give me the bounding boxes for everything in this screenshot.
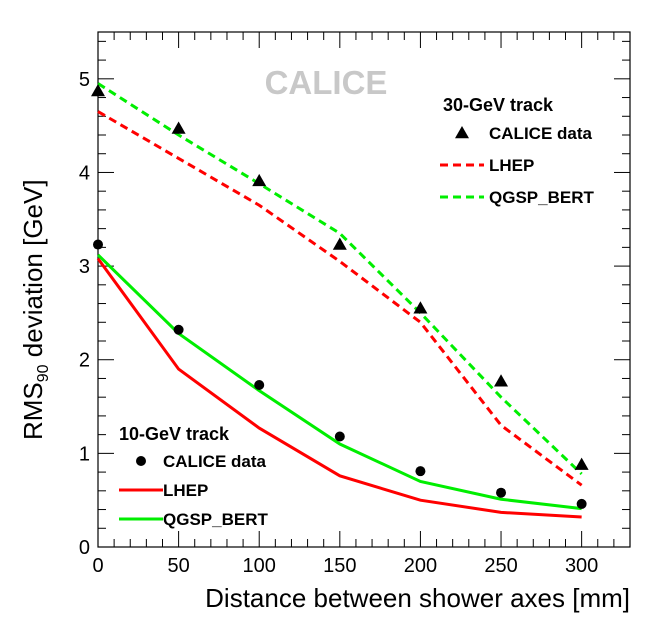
gev30-qgsp-bert-line	[97, 82, 583, 476]
gev30-data-point	[252, 173, 267, 187]
calice-watermark: CALICE	[265, 64, 388, 101]
x-tick-label: 50	[167, 555, 189, 577]
legend-marker	[455, 126, 469, 139]
gev30-data-point	[413, 301, 428, 314]
gev10-data-point	[576, 498, 587, 509]
legend-label: LHEP	[489, 156, 534, 175]
gev10-lhep-line	[96, 257, 582, 519]
y-axis-title: RMS90 deviation [GeV]	[18, 179, 52, 440]
y-tick-label: 1	[79, 443, 90, 465]
x-axis-title: Distance between shower axes [mm]	[205, 583, 630, 613]
legend-marker	[136, 456, 146, 466]
y-tick-label: 3	[79, 256, 90, 278]
x-tick-label: 300	[565, 555, 598, 577]
y-axis-title-subscript: 90	[35, 364, 52, 382]
gev10-data-point	[173, 324, 184, 335]
y-tick-label: 5	[79, 69, 90, 91]
gev10-data-point	[93, 239, 103, 250]
gev10-data-point	[254, 380, 265, 391]
legend-label: QGSP_BERT	[489, 188, 594, 207]
axis-tick-labels: 0 50 100 150 200 250 300 0 1 2 3 4 5	[79, 69, 598, 577]
gev30-lhep-line	[97, 110, 583, 487]
gev30-data-point	[332, 237, 347, 250]
gev30-data-point	[91, 83, 105, 97]
legend-10gev: 10-GeV track CALICE data LHEP QGSP_BERT	[119, 424, 268, 529]
legend-label: CALICE data	[489, 124, 593, 143]
gev30-data-point	[171, 121, 186, 134]
x-tick-label: 200	[404, 555, 437, 577]
x-tick-label: 0	[92, 555, 103, 577]
x-tick-label: 100	[243, 555, 276, 577]
plot-frame	[97, 31, 631, 548]
y-tick-label: 2	[79, 350, 90, 372]
legend-label: CALICE data	[163, 452, 267, 471]
gev10-data-point	[496, 487, 507, 498]
gev10-data-point	[415, 466, 426, 477]
y-axis-title-suffix: deviation [GeV]	[18, 179, 48, 364]
legend-label: QGSP_BERT	[163, 510, 268, 529]
x-tick-label: 150	[323, 555, 356, 577]
gev10-data-point	[334, 431, 345, 442]
gev30-data-point	[574, 457, 589, 470]
y-axis-title-prefix: RMS	[18, 382, 48, 440]
legend-30gev: 30-GeV track CALICE data LHEP QGSP_BERT	[440, 95, 594, 207]
y-tick-label: 4	[79, 162, 90, 184]
gev30-data-point	[494, 374, 509, 387]
legend-title: 10-GeV track	[119, 424, 230, 444]
legend-title: 30-GeV track	[443, 95, 554, 115]
series-layer	[91, 82, 589, 519]
y-tick-label: 0	[79, 537, 90, 559]
legend-label: LHEP	[163, 481, 208, 500]
x-tick-label: 250	[484, 555, 517, 577]
